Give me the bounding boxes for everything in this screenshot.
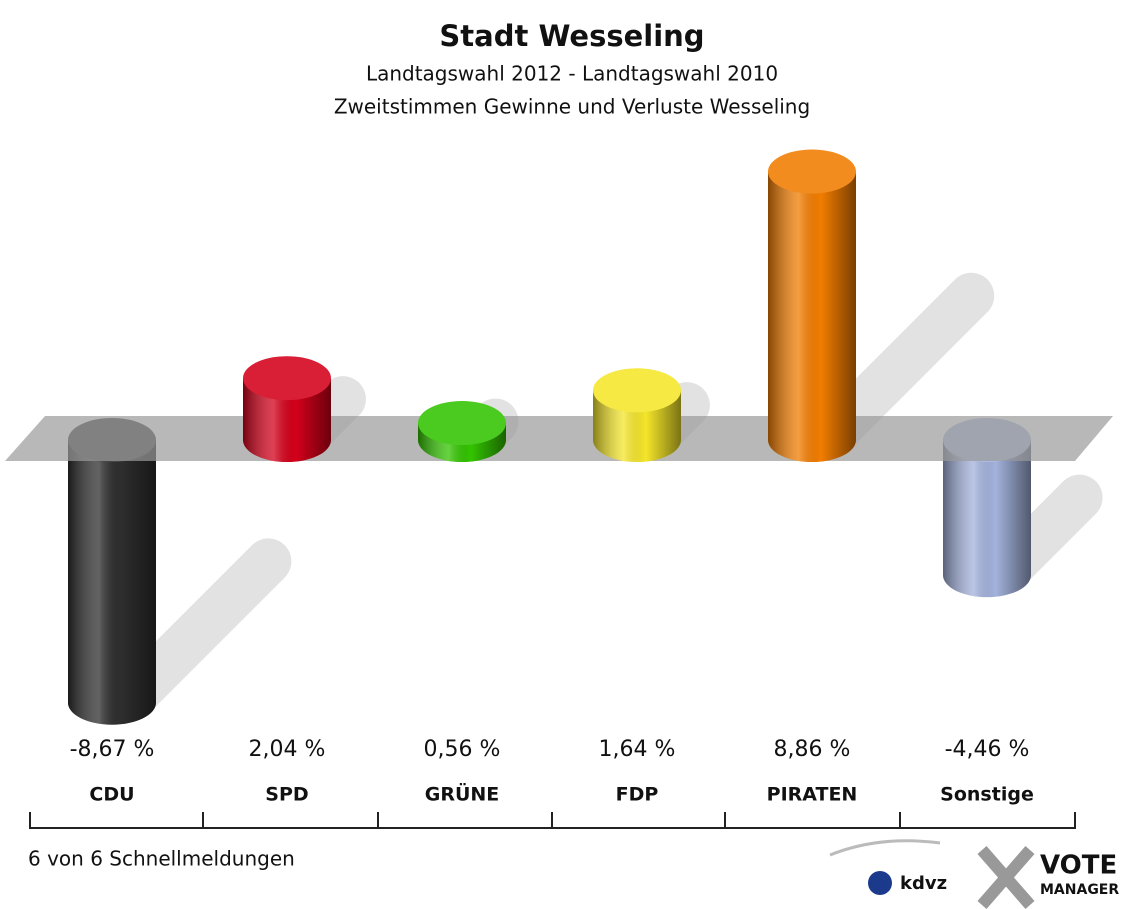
category-label: GRÜNE bbox=[425, 782, 500, 806]
shadows bbox=[114, 272, 1103, 716]
category-label: Sonstige bbox=[940, 784, 1034, 806]
bar-cap-highlight bbox=[243, 356, 331, 401]
logo-text: MANAGER bbox=[1040, 882, 1119, 898]
value-label: -4,46 % bbox=[945, 737, 1030, 762]
logo-text: kdvz bbox=[900, 873, 947, 894]
value-label: 0,56 % bbox=[424, 737, 501, 762]
bar-cap bbox=[243, 356, 331, 401]
bar-shading bbox=[943, 440, 1031, 598]
logo: kdvz VOTE MANAGER bbox=[829, 839, 1119, 909]
logo-x bbox=[977, 846, 1035, 909]
chart-subtitle: Zweitstimmen Gewinne und Verluste Wessel… bbox=[334, 95, 810, 119]
category-brackets bbox=[29, 812, 1076, 829]
bar-shading bbox=[768, 171, 856, 463]
category-label: FDP bbox=[616, 784, 659, 806]
category-label: PIRATEN bbox=[767, 784, 858, 806]
category-label: SPD bbox=[265, 784, 308, 806]
bar-cap-highlight bbox=[593, 368, 681, 413]
chart-subtitle: Landtagswahl 2012 - Landtagswahl 2010 bbox=[366, 62, 778, 86]
logo-text: VOTE bbox=[1040, 851, 1117, 881]
bar-shadow bbox=[114, 538, 292, 716]
bar-shading bbox=[68, 440, 156, 725]
bar-cap bbox=[593, 368, 681, 413]
bar-shading bbox=[243, 378, 331, 462]
positive-bars bbox=[243, 149, 856, 463]
bar-cap-highlight bbox=[418, 401, 506, 446]
bar-shadow bbox=[814, 272, 995, 453]
value-label: -8,67 % bbox=[70, 737, 155, 762]
logo-swoosh bbox=[829, 839, 941, 857]
bar-cap bbox=[418, 401, 506, 446]
zero-band bbox=[5, 416, 1113, 461]
chart-title: Stadt Wesseling bbox=[439, 19, 704, 53]
value-label: 2,04 % bbox=[249, 737, 326, 762]
category-label: CDU bbox=[89, 784, 134, 806]
labels: -8,67 % CDU 2,04 % SPD 0,56 % GRÜNE 1,64 % FDP 8… bbox=[70, 737, 1034, 806]
bar-cap bbox=[768, 149, 856, 194]
value-label: 1,64 % bbox=[599, 737, 676, 762]
negative-bars bbox=[68, 418, 1031, 725]
bar-cap-highlight bbox=[768, 149, 856, 194]
logo-dot bbox=[868, 871, 892, 895]
value-label: 8,86 % bbox=[774, 737, 851, 762]
footer: 6 von 6 Schnellmeldungen bbox=[28, 847, 295, 871]
